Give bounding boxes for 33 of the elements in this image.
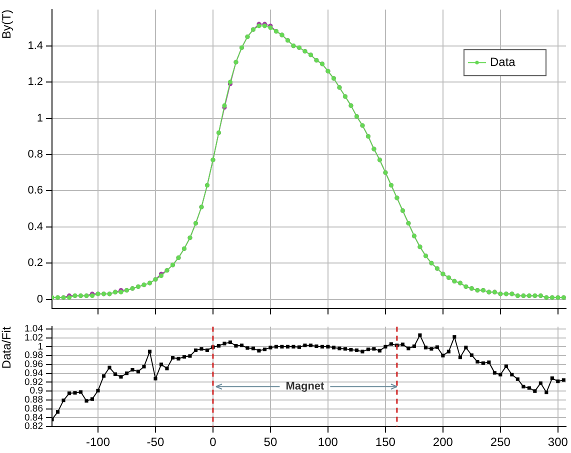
y-axis-title: By(T) [0,10,14,39]
x-tick-label: 150 [375,435,396,450]
y-tick-label: 1.02 [24,332,43,344]
y-tick-label: 1.04 [24,324,43,335]
y-tick-label: 1.4 [28,40,43,52]
y-tick-label: 0.86 [24,403,43,414]
y-tick-label: 1 [36,112,43,124]
y-tick-label: 0.94 [24,368,43,379]
y-tick-label: 1.2 [28,76,43,88]
y-tick-label: 0.98 [24,350,43,362]
y-tick-label: 0.8 [28,148,43,161]
y-tick-label: 0.2 [28,257,43,270]
y-tick-label: 0.96 [24,359,43,370]
x-tick-label: 250 [490,435,511,450]
y-axis-title: Data/Fit [0,326,14,369]
y-tick-label: 0 [36,293,43,306]
y-tick-label: 0.4 [28,220,43,233]
y-tick-label: 1 [38,341,43,352]
y-tick-label: 0.82 [24,421,43,432]
x-tick-label: 300 [548,435,568,450]
y-tick-label: 0.6 [28,184,43,197]
y-tick-label: 0.92 [24,376,43,388]
y-tick-label: 0.9 [30,386,43,397]
x-tick-label: 0 [210,435,217,450]
x-tick-label: 100 [318,435,338,450]
x-tick-label: -50 [146,435,164,450]
x-tick-label: 200 [432,435,454,450]
x-tick-label: -100 [86,435,110,450]
y-tick-label: 0.88 [24,394,43,406]
y-tick-label: 0.84 [24,412,43,424]
x-tick-label: 50 [264,435,278,450]
legend-label: Data [490,54,516,69]
annotation: Magnet [286,380,325,393]
